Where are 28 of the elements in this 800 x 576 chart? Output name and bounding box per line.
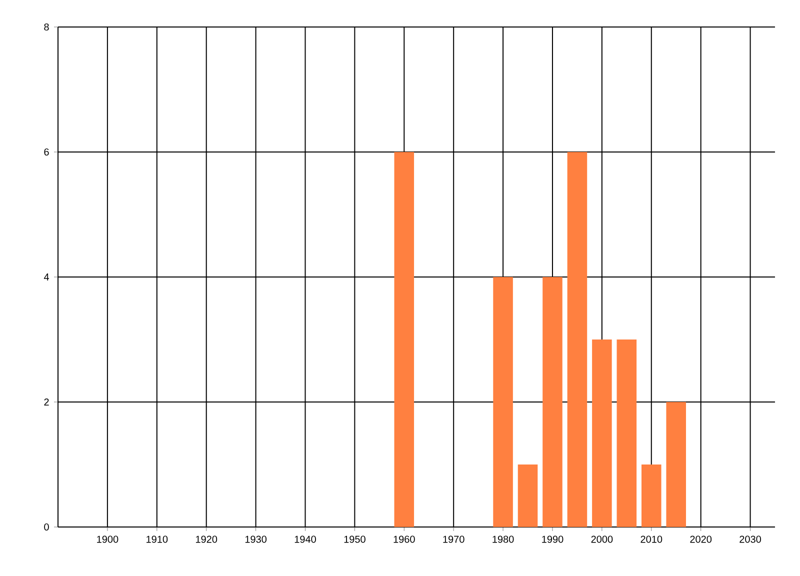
y-tick-label: 6 (44, 148, 49, 156)
y-tick-label: 0 (44, 523, 49, 531)
x-tick-label: 1940 (294, 536, 316, 543)
x-tick-label: 1900 (97, 536, 118, 543)
bar (542, 277, 562, 527)
x-tick-label: 1960 (394, 536, 415, 543)
y-tick-label: 4 (44, 274, 49, 280)
bar (518, 464, 538, 527)
x-tick-label: 1970 (443, 536, 464, 543)
x-tick-label: 1920 (196, 536, 218, 543)
x-tick-label: 2000 (591, 536, 613, 543)
y-tick-label: 8 (44, 23, 49, 31)
x-tick-label: 1910 (146, 536, 168, 543)
x-tick-label: 1950 (344, 536, 366, 543)
y-tick-label: 2 (44, 398, 49, 406)
bar (493, 277, 513, 527)
bar (592, 340, 612, 527)
x-tick-label: 1980 (492, 536, 514, 543)
x-tick-label: 1930 (245, 536, 267, 543)
bar (641, 464, 662, 527)
x-tick-label: 2010 (640, 536, 662, 543)
bar (567, 152, 588, 527)
x-tick-label: 1990 (542, 536, 564, 543)
bar (666, 402, 686, 527)
bar (616, 340, 637, 527)
x-tick-label: 2030 (740, 536, 761, 543)
bar (394, 152, 414, 527)
x-tick-label: 2020 (690, 536, 712, 543)
